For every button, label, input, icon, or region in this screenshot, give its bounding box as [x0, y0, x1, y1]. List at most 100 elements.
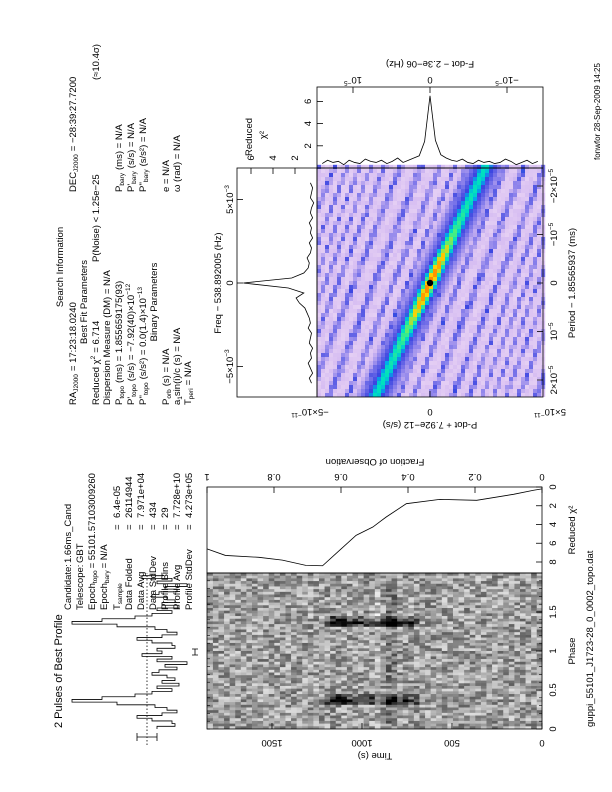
plane-cell	[345, 272, 350, 277]
plane-cell	[353, 204, 358, 209]
greyscale-cell	[251, 664, 258, 668]
plane-cell	[377, 188, 382, 193]
plane-cell	[393, 388, 398, 393]
greyscale-cell	[301, 602, 308, 606]
greyscale-cell	[234, 580, 241, 584]
plane-cell	[401, 264, 406, 269]
greyscale-cell	[458, 672, 465, 676]
greyscale-cell	[307, 645, 314, 649]
greyscale-cell	[475, 626, 481, 630]
plane-cell	[377, 208, 382, 213]
greyscale-cell	[380, 688, 386, 692]
greyscale-cell	[274, 696, 280, 700]
plane-cell	[397, 356, 402, 361]
greyscale-cell	[268, 723, 275, 727]
plane-cell	[409, 296, 414, 301]
greyscale-cell	[491, 596, 498, 600]
greyscale-cell	[234, 669, 241, 673]
greyscale-cell	[240, 696, 247, 700]
plane-cell	[345, 208, 350, 213]
greyscale-cell	[469, 666, 476, 670]
plane-cell	[409, 200, 414, 205]
greyscale-cell	[380, 645, 386, 649]
greyscale-cell	[335, 707, 342, 711]
greyscale-cell	[452, 666, 459, 670]
greyscale-cell	[508, 642, 515, 646]
plane-cell	[373, 252, 378, 257]
greyscale-cell	[502, 656, 509, 660]
plane-cell	[349, 180, 354, 185]
plane-cell	[365, 256, 370, 261]
greyscale-cell	[491, 701, 498, 705]
plane-cell	[369, 200, 374, 205]
plane-cell	[377, 348, 382, 353]
greyscale-cell	[274, 715, 280, 719]
plane-cell	[377, 264, 382, 269]
greyscale-cell	[424, 653, 431, 657]
greyscale-cell	[424, 591, 431, 595]
greyscale-cell	[285, 712, 292, 716]
plane-cell	[401, 364, 406, 369]
plane-cell	[349, 260, 354, 265]
greyscale-cell	[508, 726, 515, 729]
greyscale-cell	[469, 682, 476, 686]
plane-cell	[353, 236, 358, 241]
greyscale-cell	[223, 664, 230, 668]
greyscale-cell	[363, 712, 370, 716]
greyscale-cell	[374, 623, 381, 627]
plane-cell	[397, 328, 402, 333]
greyscale-cell	[324, 615, 331, 619]
plane-cell	[349, 248, 354, 253]
greyscale-cell	[335, 715, 342, 719]
greyscale-cell	[207, 693, 213, 697]
plane-cell	[337, 380, 342, 385]
greyscale-cell	[229, 715, 236, 719]
greyscale-cell	[218, 658, 225, 662]
greyscale-cell	[419, 586, 426, 590]
greyscale-cell	[296, 645, 303, 649]
greyscale-cell	[502, 648, 509, 651]
greyscale-cell	[519, 682, 526, 686]
plane-cell	[373, 196, 378, 201]
greyscale-cell	[497, 642, 504, 646]
greyscale-cell	[424, 666, 431, 670]
plane-cell	[377, 292, 382, 297]
plane-cell	[333, 244, 338, 249]
greyscale-cell	[262, 642, 269, 646]
plane-cell	[333, 236, 338, 241]
greyscale-cell	[447, 602, 453, 606]
greyscale-cell	[402, 572, 409, 576]
plane-cell	[397, 300, 402, 305]
plane-cell	[385, 200, 390, 205]
plane-cell	[361, 300, 366, 305]
plane-cell	[381, 244, 386, 249]
greyscale-cell	[357, 645, 364, 649]
greyscale-cell	[301, 607, 308, 611]
greyscale-cell	[285, 645, 292, 649]
greyscale-cell	[391, 618, 398, 622]
greyscale-cell	[413, 707, 420, 711]
greyscale-cell	[223, 604, 230, 608]
greyscale-cell	[301, 615, 308, 619]
greyscale-cell	[262, 723, 269, 727]
greyscale-cell	[525, 588, 532, 592]
greyscale-cell	[262, 682, 269, 686]
greyscale-cell	[519, 596, 526, 600]
greyscale-cell	[469, 604, 476, 608]
plane-cell	[349, 368, 354, 373]
greyscale-cell	[218, 572, 225, 576]
greyscale-cell	[346, 712, 353, 716]
greyscale-cell	[357, 648, 364, 651]
plane-cell	[361, 332, 366, 337]
plane-cell	[333, 268, 338, 273]
greyscale-cell	[246, 685, 252, 689]
greyscale-cell	[519, 680, 526, 684]
plane-cell	[385, 360, 390, 365]
greyscale-cell	[380, 720, 386, 724]
plane-cell	[409, 312, 414, 317]
plane-cell	[321, 392, 326, 397]
plane-cell	[385, 364, 390, 369]
greyscale-cell	[251, 594, 258, 598]
greyscale-cell	[391, 607, 398, 611]
plane-cell	[349, 308, 354, 313]
